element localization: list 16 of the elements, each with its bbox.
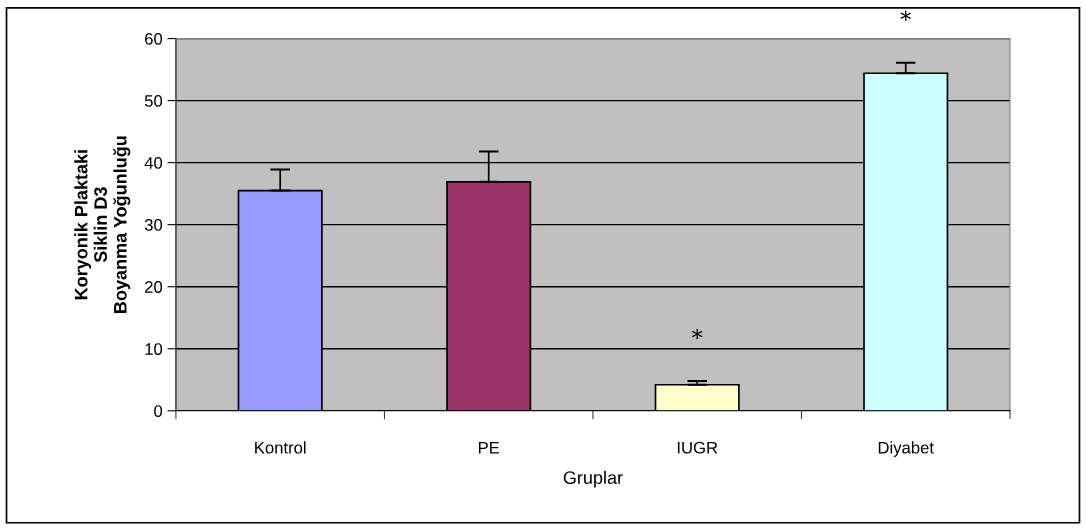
annotation: * [900, 10, 911, 21]
x-tick-label: Diyabet [878, 441, 934, 457]
y-tick-label: 50 [144, 94, 163, 107]
x-axis-title: Gruplar [563, 470, 623, 488]
y-tick-label: 0 [154, 405, 163, 417]
y-tick-label: 20 [145, 281, 163, 293]
x-tick-label: PE [478, 441, 500, 454]
x-tick-label: Kontrol [255, 441, 306, 454]
x-tick-label: IUGR [677, 441, 718, 454]
y-tick-label: 10 [145, 343, 163, 355]
y-axis-title: Koryonik Plaktaki Siklin D3 Boyanma Yoğunluğu [74, 136, 131, 313]
y-tick-label: 60 [145, 32, 163, 45]
annotation: * [692, 328, 703, 340]
y-tick-label: 30 [144, 219, 163, 231]
y-tick-label: 40 [144, 157, 163, 169]
bar [654, 383, 740, 411]
